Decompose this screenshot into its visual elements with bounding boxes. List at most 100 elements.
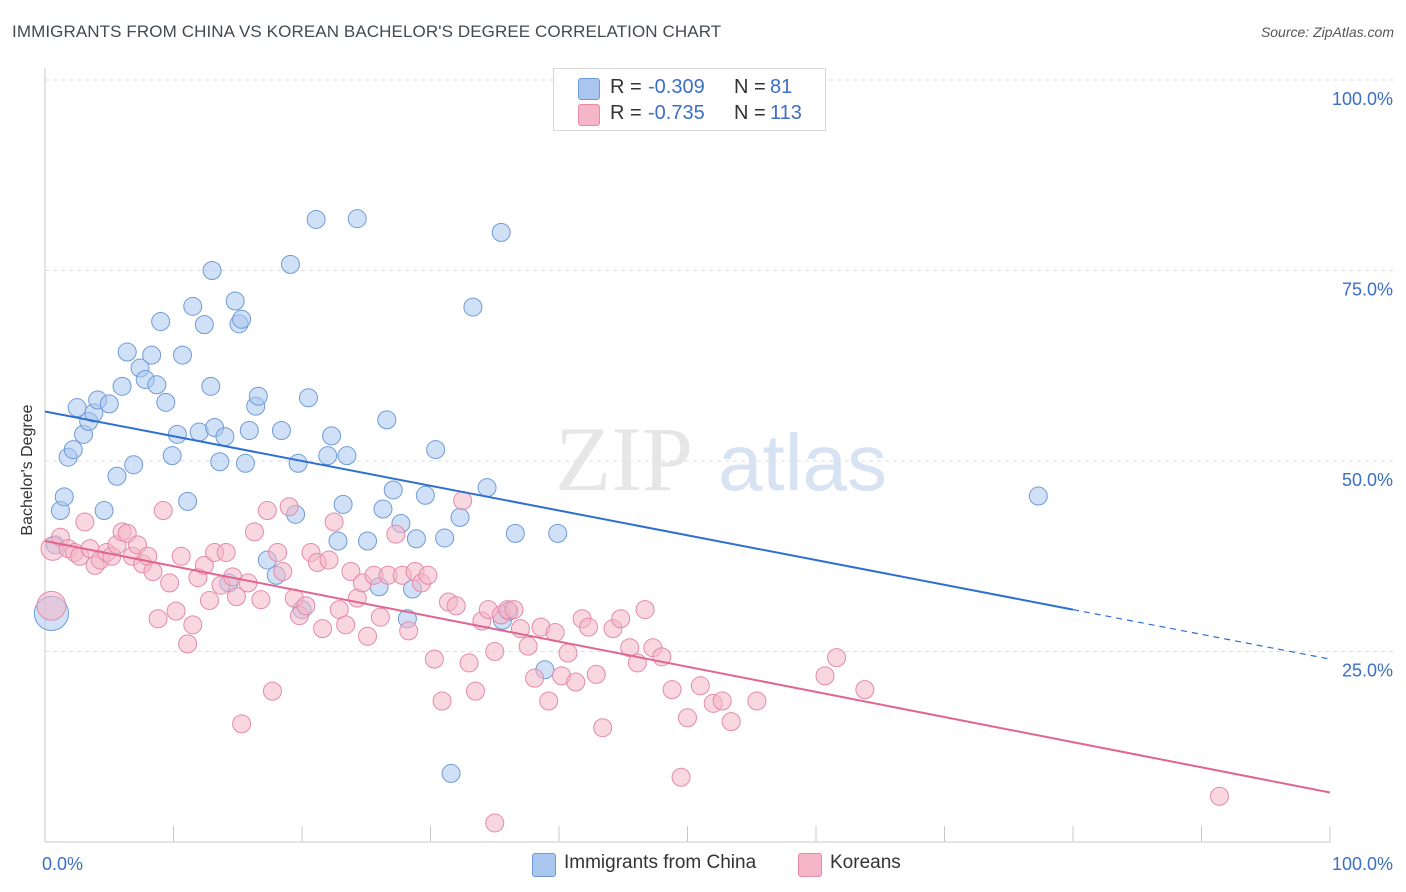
korean-point <box>432 691 452 711</box>
korean-point <box>324 512 344 532</box>
korean-point <box>336 615 356 635</box>
korean-point <box>143 561 163 581</box>
korean-point <box>194 555 214 575</box>
korean-point <box>178 634 198 654</box>
china-point <box>337 446 357 466</box>
china-point <box>202 261 222 280</box>
china-point <box>239 421 259 441</box>
china-point <box>463 297 483 317</box>
korean-point <box>579 617 599 637</box>
korean-point <box>257 501 277 521</box>
r-label: R = <box>610 102 642 124</box>
china-point <box>450 507 470 527</box>
china-point <box>383 480 403 500</box>
axis-layer <box>44 68 1331 843</box>
china-point <box>178 491 198 511</box>
china-point <box>318 446 338 466</box>
koreans-swatch <box>578 104 600 126</box>
china-point <box>426 440 446 460</box>
china-point <box>415 485 435 505</box>
r-value: -0.309 <box>648 76 705 98</box>
china-point <box>112 376 132 396</box>
china-point <box>232 309 252 329</box>
china-point <box>151 312 171 332</box>
korean-point <box>620 638 640 658</box>
korean-point <box>678 708 697 728</box>
china-point <box>248 386 268 406</box>
korean-point <box>232 714 252 734</box>
x-tick-label-100: 100.0% <box>1332 854 1393 874</box>
china-point <box>548 523 568 543</box>
n-label: N = <box>734 76 766 98</box>
korean-point <box>558 643 578 663</box>
label-layer: 25.0% 50.0% 75.0% 100.0% 0.0% 100.0% <box>42 89 1393 874</box>
x-tick-label-0: 0.0% <box>42 854 83 874</box>
y-tick-label: 75.0% <box>1342 280 1393 300</box>
china-point <box>183 296 203 316</box>
r-label: R = <box>610 76 642 98</box>
korean-point <box>815 666 835 686</box>
china-point <box>373 499 393 519</box>
source-label: Source: ZipAtlas.com <box>1260 24 1394 40</box>
korean-point <box>148 609 168 629</box>
y-tick-label: 100.0% <box>1332 89 1393 109</box>
korean-point <box>485 642 505 661</box>
china-point <box>117 342 137 362</box>
china-point <box>441 763 461 783</box>
china-point <box>210 452 230 472</box>
korean-point <box>199 590 219 610</box>
china-point <box>172 345 192 365</box>
korean-point <box>36 590 67 621</box>
korean-point <box>262 681 282 701</box>
china-point <box>156 392 176 412</box>
korean-point <box>662 680 682 700</box>
korean-point <box>446 596 466 616</box>
china-point <box>162 446 182 466</box>
china-point <box>288 453 308 473</box>
korean-point <box>244 522 264 542</box>
china-point <box>491 222 511 242</box>
n-value: 81 <box>770 76 793 98</box>
korean-point <box>166 601 186 621</box>
korean-point <box>671 767 691 787</box>
china-point <box>505 523 525 543</box>
korean-point <box>251 590 271 610</box>
china-point <box>477 478 497 498</box>
china-point <box>142 345 162 365</box>
china-point <box>435 528 455 548</box>
korean-point <box>296 596 316 616</box>
korean-point <box>313 619 333 639</box>
korean-point <box>485 813 505 833</box>
korean-point <box>370 607 390 627</box>
china-point <box>322 426 342 446</box>
korean-point <box>1209 786 1229 806</box>
correlation-legend: R = -0.309 N = 81 R = -0.735 N = 113 <box>553 68 826 131</box>
china-point <box>215 427 235 447</box>
legend-china-label: Immigrants from China <box>564 852 757 873</box>
korean-point <box>453 491 473 511</box>
china-point <box>94 501 114 521</box>
korean-point <box>635 600 655 620</box>
korean-point <box>418 565 438 585</box>
korean-point <box>459 653 479 673</box>
korean-point <box>690 676 710 696</box>
watermark: ZIP atlas <box>555 408 887 510</box>
chart-title: IMMIGRANTS FROM CHINA VS KOREAN BACHELOR… <box>12 22 722 41</box>
korean-point <box>341 561 361 581</box>
korean-point <box>268 542 288 562</box>
china-point <box>333 494 353 514</box>
china-point <box>107 466 127 486</box>
watermark-atlas: atlas <box>718 418 887 507</box>
points-layer <box>33 209 1229 833</box>
china-point <box>271 421 291 441</box>
korean-point <box>518 636 538 656</box>
china-point <box>298 388 318 408</box>
korean-point <box>539 691 559 711</box>
legend-koreans-label: Koreans <box>830 852 901 873</box>
korean-point <box>566 672 586 692</box>
china-point <box>201 376 221 396</box>
korean-point <box>358 626 378 646</box>
koreans-swatch <box>798 853 822 877</box>
y-tick-label: 25.0% <box>1342 661 1393 681</box>
